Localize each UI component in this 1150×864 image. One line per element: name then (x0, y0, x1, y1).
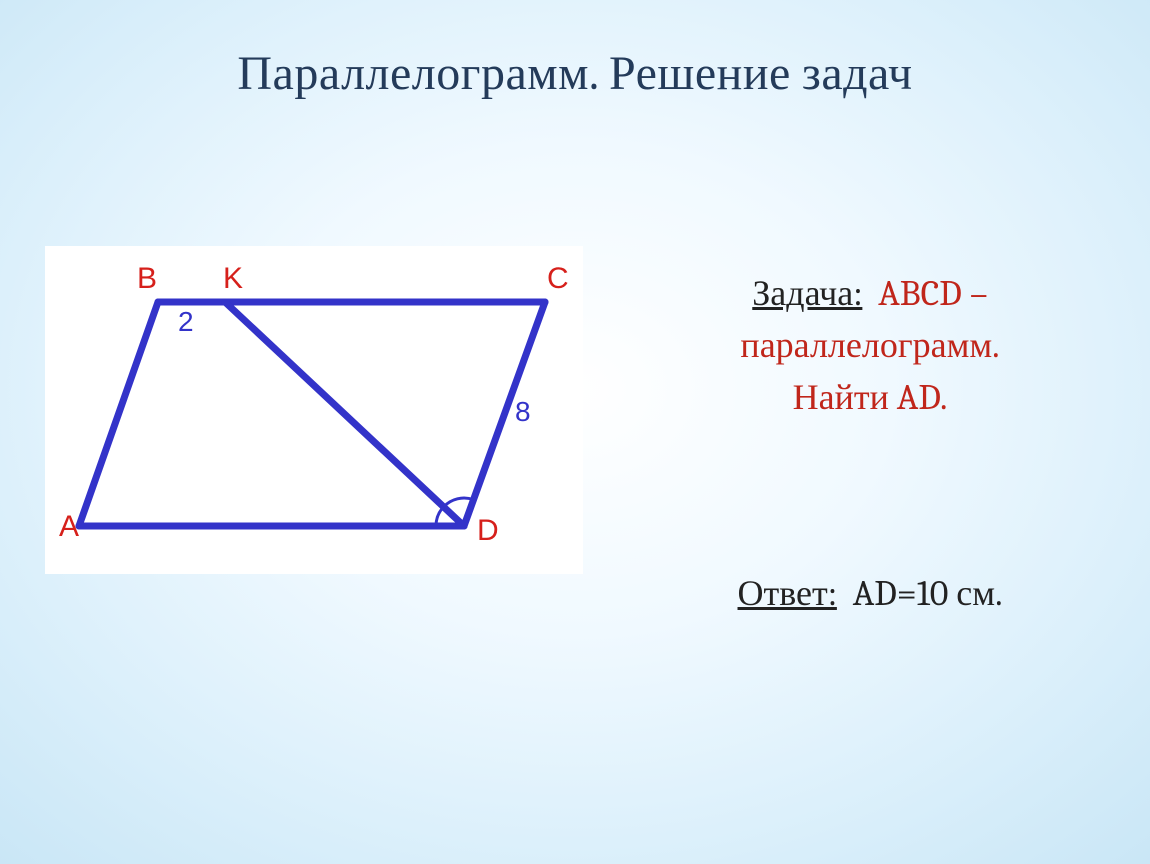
vertex-label-C: C (547, 262, 569, 296)
vertex-label-D: D (477, 514, 499, 548)
answer-label: Ответ: (738, 573, 837, 614)
problem-label: Задача: (752, 273, 862, 314)
answer-value: AD=10 см. (853, 573, 1003, 614)
vertex-label-K: K (223, 262, 243, 296)
slide-title: Параллелограмм. Решение задач (0, 46, 1150, 101)
problem-line3: Найти AD. (793, 377, 948, 418)
answer-text: Ответ: AD=10 см. (630, 572, 1110, 614)
length-label-CD: 8 (515, 396, 531, 428)
problem-text: Задача: ABCD – параллелограмм. Найти AD. (630, 268, 1110, 425)
parallelogram-svg (45, 246, 583, 574)
problem-line2: параллелограмм. (740, 325, 999, 366)
length-label-BK: 2 (178, 306, 194, 338)
geometry-figure: A B C D K 2 8 (45, 246, 583, 574)
vertex-label-B: B (137, 262, 157, 296)
problem-line1: ABCD – (878, 273, 988, 314)
vertex-label-A: A (59, 510, 79, 544)
